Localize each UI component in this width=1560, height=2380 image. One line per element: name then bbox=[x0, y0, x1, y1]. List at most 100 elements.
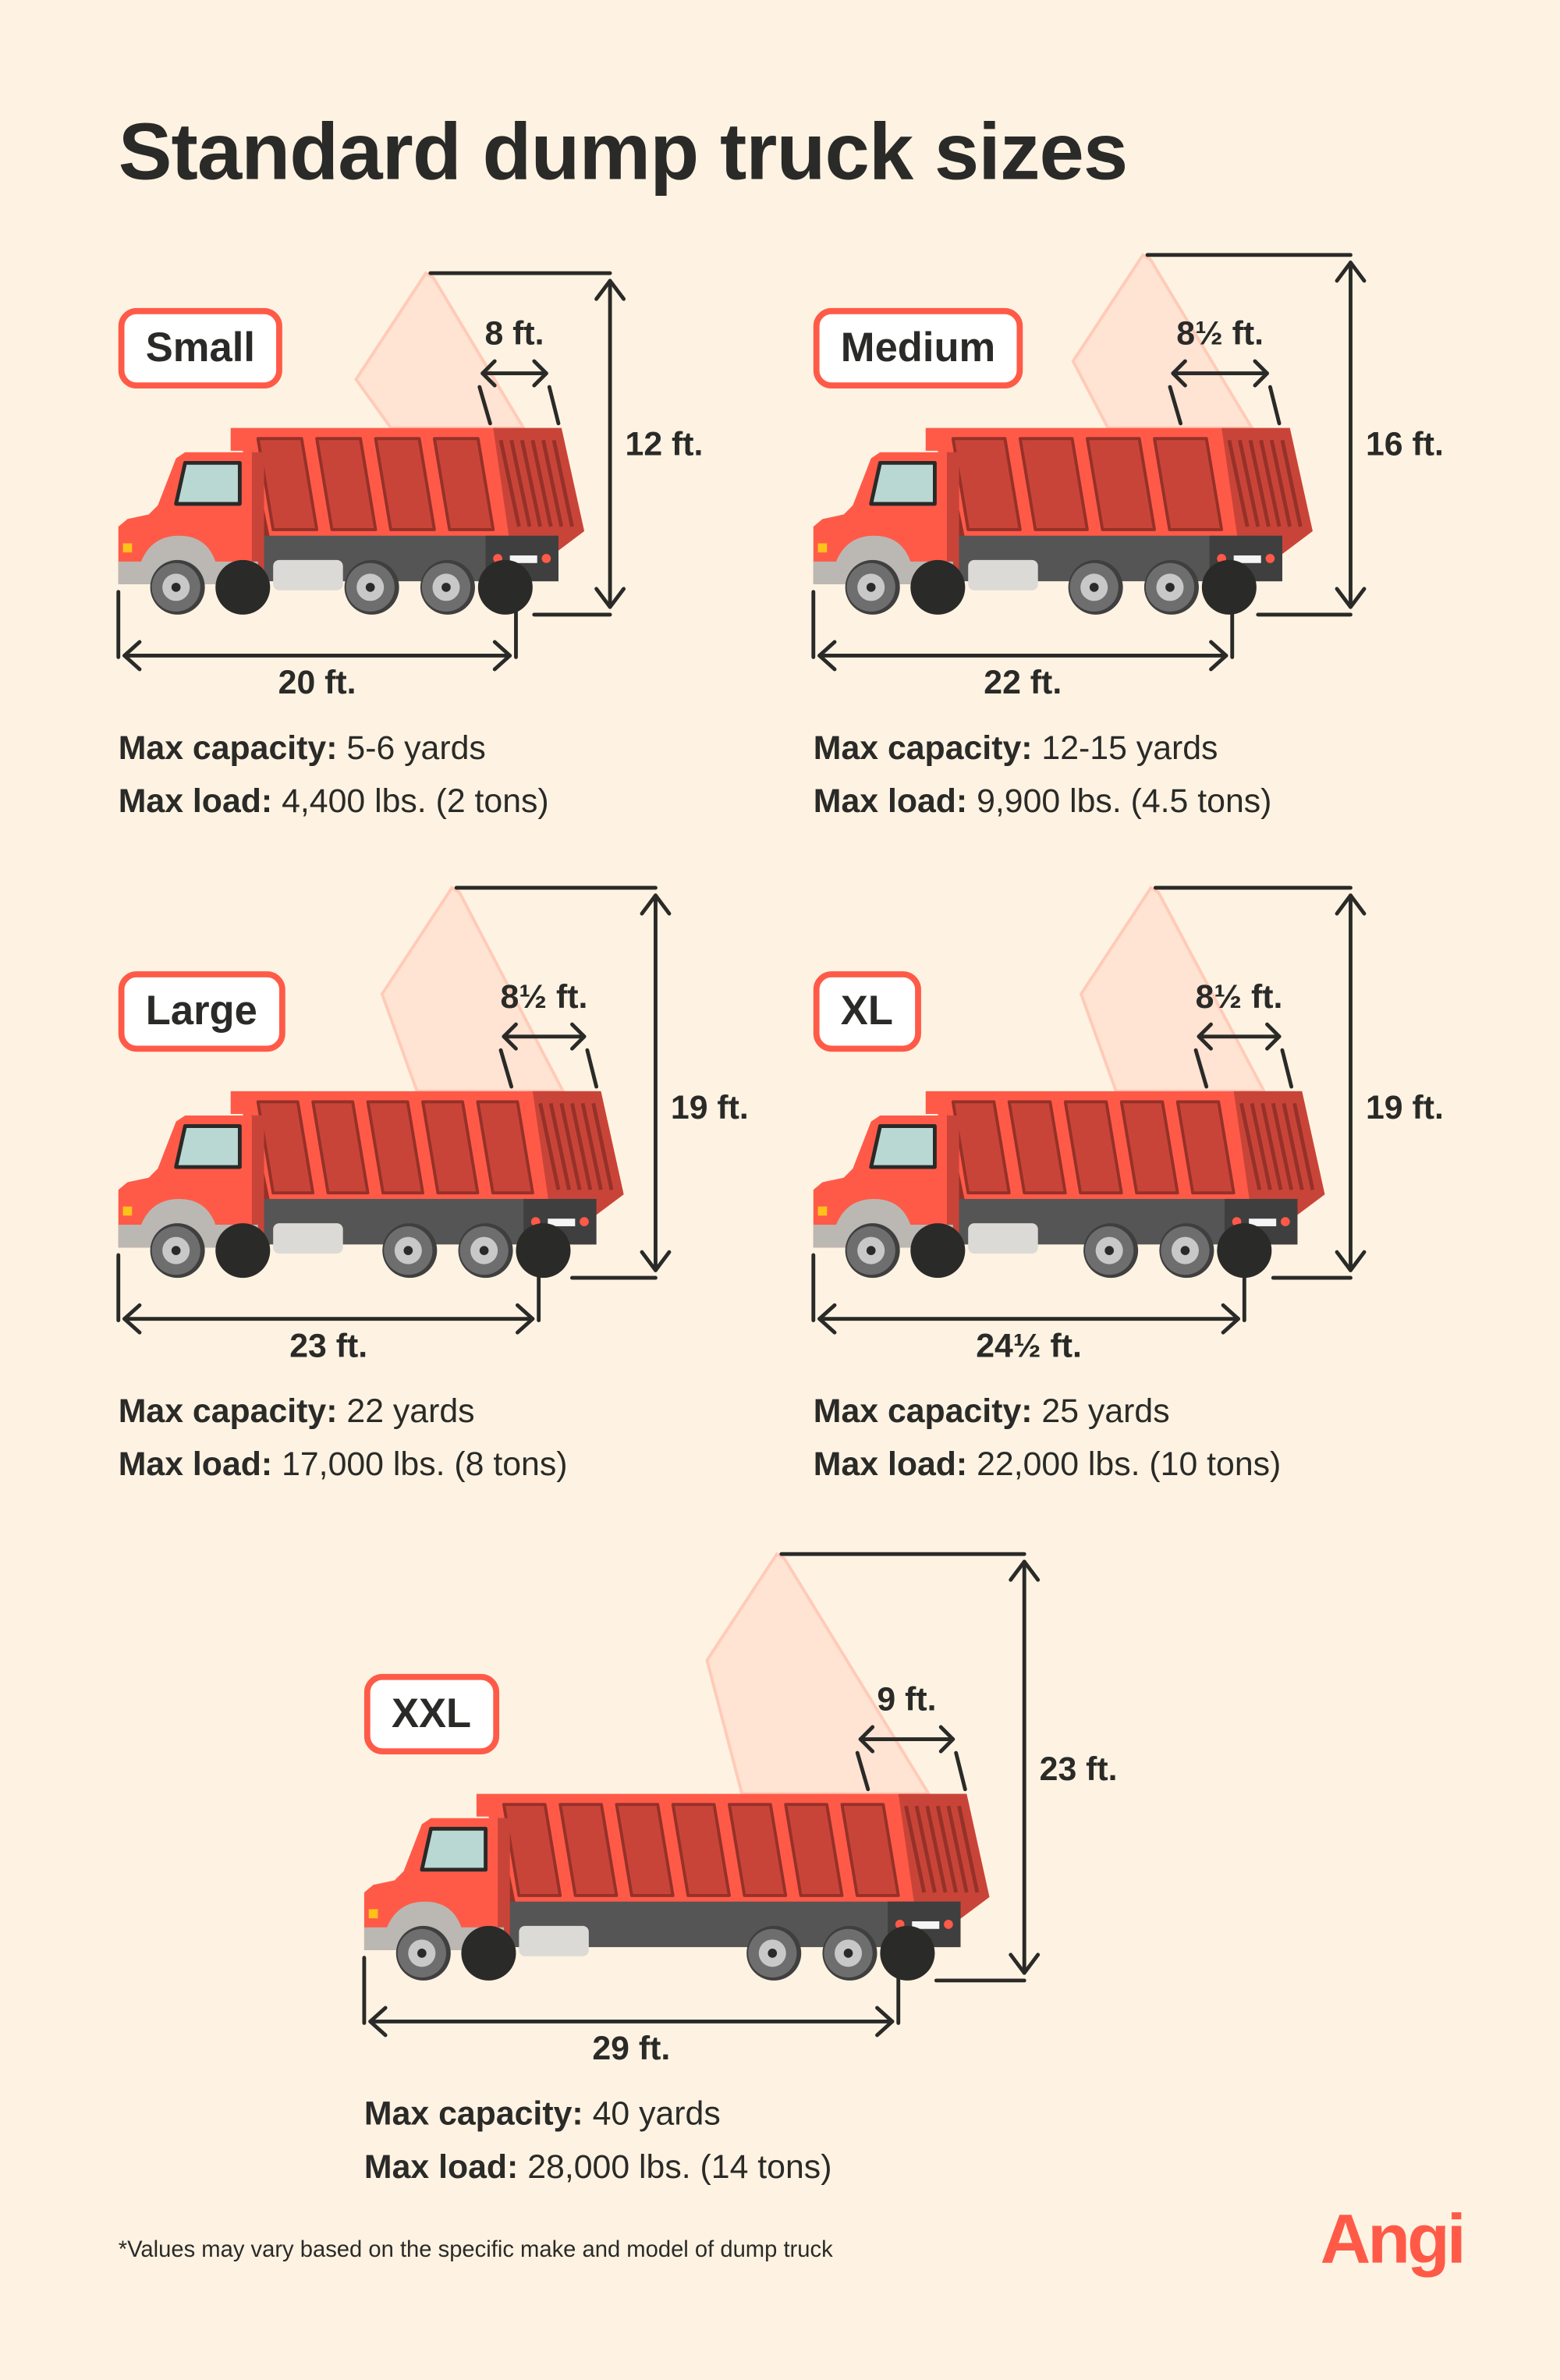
tailgate-rib bbox=[1269, 439, 1292, 527]
tailgate-rib bbox=[570, 1102, 593, 1190]
hub-center bbox=[403, 1246, 413, 1255]
arrow-head-right-icon bbox=[570, 1022, 587, 1051]
capacity-label: Max capacity: bbox=[813, 728, 1033, 767]
height-label: 19 ft. bbox=[670, 1087, 749, 1126]
arrow-head-left-icon bbox=[1197, 1022, 1213, 1051]
bed-panel bbox=[784, 1803, 844, 1897]
cab-window bbox=[869, 1124, 937, 1169]
load-label: Max load: bbox=[813, 781, 968, 820]
bed-panel bbox=[374, 437, 436, 531]
capacity-line: Max capacity: 25 yards bbox=[814, 1392, 1170, 1430]
bed-panel bbox=[311, 1100, 370, 1195]
length-label: 20 ft. bbox=[278, 663, 356, 701]
license-plate bbox=[1233, 555, 1261, 563]
bed-width-tick bbox=[954, 1750, 967, 1792]
hub-center bbox=[171, 1246, 181, 1255]
length-label: 22 ft. bbox=[984, 663, 1062, 701]
capacity-label: Max capacity: bbox=[363, 2094, 583, 2133]
bed-width-tick bbox=[1168, 385, 1183, 426]
load-label: Max load: bbox=[118, 1445, 273, 1483]
tailgate-rib bbox=[1259, 439, 1282, 527]
arrow-head-down-icon bbox=[1335, 1250, 1367, 1272]
wheel bbox=[880, 1925, 935, 1981]
length-label: 29 ft. bbox=[592, 2029, 671, 2067]
arrow-head-down-icon bbox=[594, 587, 626, 609]
bed-width-tick bbox=[547, 385, 561, 426]
capacity-value: 5-6 yards bbox=[346, 728, 486, 767]
length-label: 23 ft. bbox=[289, 1326, 368, 1365]
arrow-head-left-icon bbox=[858, 1725, 875, 1754]
footnote: *Values may vary based on the specific m… bbox=[118, 2236, 833, 2263]
load-value: 22,000 lbs. (10 tons) bbox=[977, 1445, 1282, 1483]
tailgate-rib bbox=[509, 439, 532, 527]
tailgate-rib bbox=[551, 439, 574, 527]
license-plate bbox=[509, 555, 537, 563]
cab-window bbox=[869, 460, 937, 506]
cab-window bbox=[420, 1826, 488, 1872]
page-title: Standard dump truck sizes bbox=[118, 108, 1129, 197]
arrow-head-left-icon bbox=[502, 1022, 518, 1051]
tail-light bbox=[944, 1920, 953, 1929]
truck-illustration bbox=[362, 1552, 1041, 2038]
bed-width-label: 8 ft. bbox=[484, 314, 544, 353]
arrow-head-right-icon bbox=[515, 1303, 535, 1335]
wheel bbox=[1217, 1223, 1272, 1279]
tailgate-rib bbox=[530, 439, 553, 527]
raised-bed-outline bbox=[705, 1552, 932, 1796]
capacity-value: 25 yards bbox=[1041, 1392, 1170, 1430]
bed-panel bbox=[1153, 437, 1224, 531]
bed-panel bbox=[256, 1100, 315, 1195]
tailgate-rib bbox=[591, 1102, 614, 1190]
bed-panel bbox=[671, 1803, 731, 1897]
truck-illustration bbox=[116, 271, 626, 672]
hub-center bbox=[365, 583, 375, 592]
capacity-label: Max capacity: bbox=[118, 728, 338, 767]
capacity-line: Max capacity: 40 yards bbox=[364, 2097, 721, 2131]
tailgate-rib bbox=[914, 1805, 937, 1893]
license-plate bbox=[1249, 1218, 1277, 1226]
bed-panel bbox=[366, 1100, 424, 1195]
bed-width-label: 8½ ft. bbox=[1195, 977, 1283, 1016]
tailgate-rib bbox=[1238, 439, 1260, 527]
bed-panel bbox=[1086, 437, 1156, 531]
bed-panel bbox=[728, 1803, 788, 1897]
tailgate-rib bbox=[519, 439, 542, 527]
arrow-head-right-icon bbox=[938, 1725, 956, 1754]
hub-center bbox=[479, 1246, 489, 1255]
arrow-head-right-icon bbox=[492, 640, 512, 672]
load-label: Max load: bbox=[813, 1445, 968, 1483]
tailgate-rib bbox=[1271, 1102, 1294, 1190]
height-label: 16 ft. bbox=[1365, 424, 1444, 463]
arrow-head-right-icon bbox=[875, 2006, 895, 2038]
cab-window bbox=[174, 1124, 242, 1169]
truck-illustration bbox=[811, 885, 1367, 1335]
tailgate-rib bbox=[946, 1805, 969, 1893]
bed-panel bbox=[432, 437, 495, 531]
arrow-head-left-icon bbox=[122, 1303, 142, 1335]
bed-width-label: 9 ft. bbox=[877, 1679, 937, 1718]
fuel-tank bbox=[273, 1223, 343, 1254]
wheel bbox=[516, 1223, 571, 1279]
tailgate-rib bbox=[1227, 439, 1250, 527]
arrow-head-left-icon bbox=[368, 2006, 388, 2038]
bed-panel bbox=[615, 1803, 675, 1897]
bed-panel bbox=[951, 437, 1022, 531]
load-value: 17,000 lbs. (8 tons) bbox=[282, 1445, 568, 1483]
tailgate-rib bbox=[498, 439, 521, 527]
bed-width-tick bbox=[1280, 1048, 1294, 1089]
arrow-head-up-icon bbox=[594, 278, 626, 301]
tail-light bbox=[1281, 1217, 1290, 1226]
hub-center bbox=[171, 583, 181, 592]
headlight bbox=[817, 543, 828, 553]
length-label: 24½ ft. bbox=[976, 1326, 1082, 1365]
wheel bbox=[910, 1223, 966, 1279]
capacity-line: Max capacity: 22 yards bbox=[119, 1394, 475, 1428]
arrow-head-up-icon bbox=[1009, 1559, 1041, 1582]
bed-panel bbox=[502, 1803, 562, 1897]
bed-width-label: 8½ ft. bbox=[1176, 314, 1264, 353]
tailgate-rib bbox=[548, 1102, 571, 1190]
bed-panel bbox=[951, 1100, 1011, 1195]
hub-center bbox=[768, 1949, 778, 1958]
hub-center bbox=[843, 1949, 853, 1958]
load-line: Max load: 22,000 lbs. (10 tons) bbox=[813, 1445, 1282, 1483]
